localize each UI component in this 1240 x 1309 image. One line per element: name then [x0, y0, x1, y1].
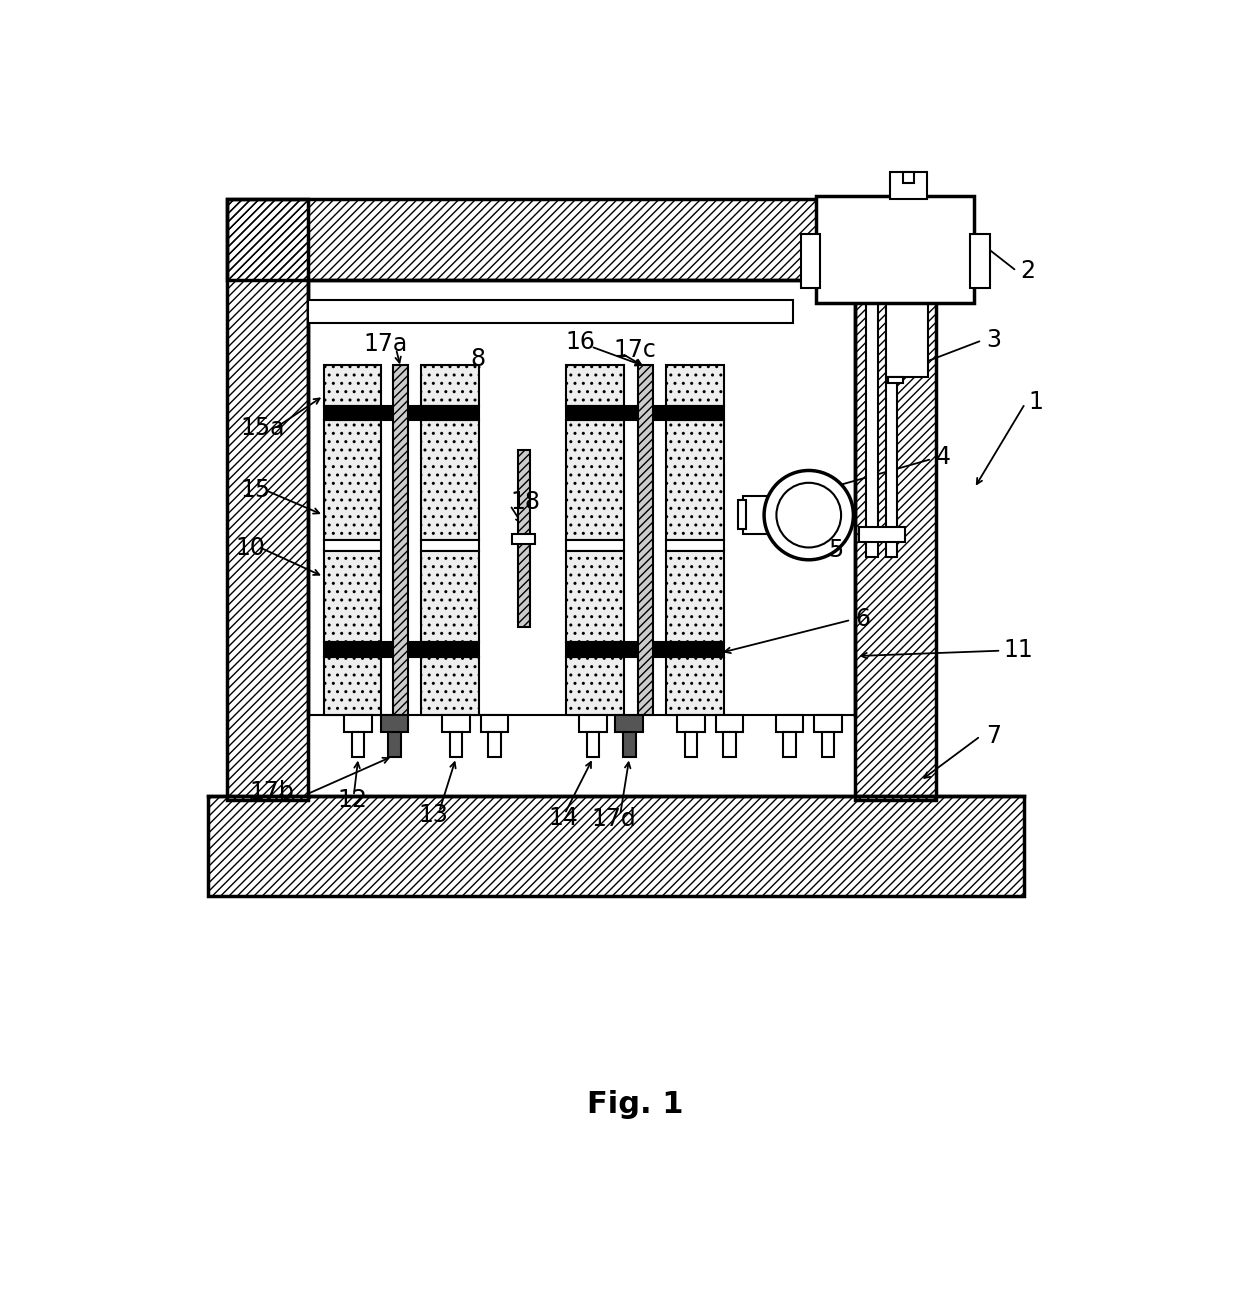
Bar — [422, 657, 479, 715]
Circle shape — [776, 483, 841, 547]
Text: 2: 2 — [1021, 259, 1035, 283]
Bar — [723, 732, 735, 757]
Text: 18: 18 — [511, 490, 541, 514]
Bar — [324, 551, 382, 643]
Bar — [776, 715, 804, 732]
Text: 12: 12 — [337, 788, 367, 812]
Bar — [324, 365, 382, 406]
Bar — [904, 173, 914, 183]
Circle shape — [764, 470, 853, 560]
Bar — [422, 551, 479, 643]
Bar — [666, 420, 724, 539]
Text: 15a: 15a — [241, 416, 285, 440]
Bar — [743, 496, 774, 534]
Bar — [422, 420, 479, 539]
Bar — [489, 732, 501, 757]
Bar — [512, 534, 536, 543]
Bar — [567, 365, 624, 406]
Bar — [816, 195, 975, 304]
Bar — [567, 551, 624, 643]
Bar — [815, 715, 842, 732]
Text: 4: 4 — [936, 445, 951, 470]
Bar — [854, 199, 936, 800]
Text: 7: 7 — [986, 724, 1001, 749]
Text: 14: 14 — [548, 806, 578, 830]
Bar — [324, 539, 382, 551]
Bar — [885, 280, 898, 558]
Bar — [567, 539, 624, 551]
Text: 1: 1 — [1028, 390, 1043, 414]
Bar — [208, 796, 1024, 897]
Bar — [227, 199, 936, 280]
Bar — [822, 732, 835, 757]
Text: 15: 15 — [241, 478, 270, 501]
Bar — [637, 365, 653, 715]
Bar — [715, 715, 743, 732]
Bar — [388, 732, 401, 757]
Text: Fig. 1: Fig. 1 — [588, 1089, 683, 1119]
Bar — [885, 304, 928, 377]
Bar — [567, 657, 624, 715]
Bar — [324, 420, 382, 539]
Text: 5: 5 — [828, 538, 843, 562]
Bar — [859, 526, 905, 542]
Bar — [579, 715, 608, 732]
Bar — [309, 300, 794, 322]
Bar — [324, 406, 479, 420]
Bar — [666, 365, 724, 406]
Bar — [345, 715, 372, 732]
Bar — [567, 643, 724, 657]
Bar — [324, 643, 479, 657]
Text: 17d: 17d — [591, 808, 636, 831]
Bar — [381, 715, 408, 732]
Bar — [422, 539, 479, 551]
Bar — [867, 280, 878, 558]
Bar — [324, 657, 382, 715]
Text: 10: 10 — [236, 537, 265, 560]
Bar — [227, 199, 309, 800]
Bar — [684, 732, 697, 757]
Bar — [587, 732, 599, 757]
Bar — [615, 715, 644, 732]
Bar — [888, 377, 904, 382]
Text: 3: 3 — [986, 329, 1001, 352]
Bar — [567, 406, 724, 420]
Text: 6: 6 — [854, 607, 870, 631]
Bar — [567, 420, 624, 539]
Bar — [518, 450, 529, 627]
Text: 17c: 17c — [613, 338, 656, 361]
Text: 11: 11 — [1003, 637, 1033, 662]
Bar — [666, 539, 724, 551]
Bar — [352, 732, 365, 757]
Bar — [784, 732, 796, 757]
Bar — [677, 715, 704, 732]
Bar — [481, 715, 508, 732]
Bar — [624, 732, 635, 757]
Bar — [450, 732, 463, 757]
Bar — [801, 234, 821, 288]
Text: 16: 16 — [565, 330, 595, 353]
Bar — [666, 551, 724, 643]
Bar — [666, 657, 724, 715]
Bar — [859, 280, 905, 300]
Bar — [889, 173, 926, 199]
Bar — [309, 280, 854, 715]
Bar — [971, 234, 990, 288]
Text: 17b: 17b — [249, 780, 294, 804]
Bar — [393, 365, 408, 715]
Bar — [422, 365, 479, 406]
Text: 8: 8 — [470, 347, 485, 370]
Text: 13: 13 — [419, 804, 449, 827]
Bar — [738, 500, 745, 529]
Bar — [443, 715, 470, 732]
Text: 17a: 17a — [363, 332, 408, 356]
